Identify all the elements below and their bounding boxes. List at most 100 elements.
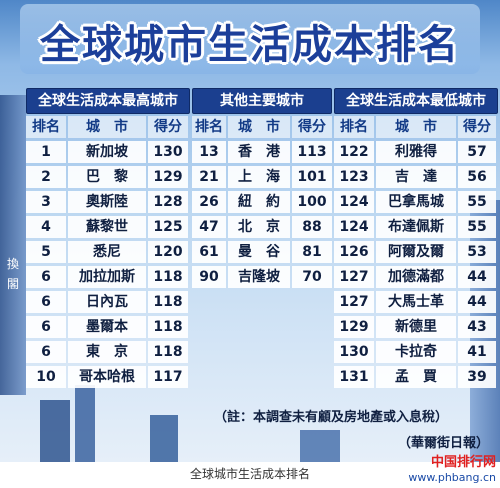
building-graphic (75, 385, 95, 462)
city-cell: 日內瓦 (68, 291, 146, 313)
rank-cell: 6 (26, 266, 66, 288)
score-cell: 118 (148, 316, 188, 338)
rank-cell: 13 (192, 141, 226, 163)
building-graphic (300, 430, 340, 462)
score-cell: 43 (458, 316, 496, 338)
table-row: 6 墨爾本 118 (26, 316, 190, 338)
score-cell: 128 (148, 191, 188, 213)
city-cell: 蘇黎世 (68, 216, 146, 238)
rank-cell: 3 (26, 191, 66, 213)
score-cell: 44 (458, 291, 496, 313)
city-cell: 新德里 (376, 316, 456, 338)
col-city-header: 城 市 (68, 116, 146, 138)
rank-cell: 47 (192, 216, 226, 238)
infographic-poster: 換 閣 全球城市生活成本排名 全球生活成本最高城市 排名 城 市 得分 1 新加坡… (0, 0, 500, 462)
rank-cell: 6 (26, 291, 66, 313)
score-cell: 130 (148, 141, 188, 163)
city-cell: 巴 黎 (68, 166, 146, 188)
column-headers: 排名 城 市 得分 (26, 116, 190, 138)
page-title: 全球城市生活成本排名 (40, 22, 460, 68)
col-rank-header: 排名 (26, 116, 66, 138)
table-row: 124 巴拿馬城 55 (334, 191, 498, 213)
score-cell: 57 (458, 141, 496, 163)
score-cell: 118 (148, 266, 188, 288)
edge-text: 閣 (6, 277, 19, 291)
rank-cell: 129 (334, 316, 374, 338)
score-cell: 100 (292, 191, 332, 213)
city-cell: 布達佩斯 (376, 216, 456, 238)
column-headers: 排名 城 市 得分 (334, 116, 498, 138)
rank-cell: 131 (334, 366, 374, 388)
table-row: 61 曼 谷 81 (192, 241, 332, 263)
score-cell: 39 (458, 366, 496, 388)
city-cell: 墨爾本 (68, 316, 146, 338)
city-cell: 卡拉奇 (376, 341, 456, 363)
rank-cell: 6 (26, 316, 66, 338)
score-cell: 41 (458, 341, 496, 363)
building-graphic (150, 415, 178, 462)
table-heading: 全球生活成本最高城市 (26, 88, 190, 114)
score-cell: 101 (292, 166, 332, 188)
rank-cell: 2 (26, 166, 66, 188)
table-row: 131 孟 買 39 (334, 366, 498, 388)
table-row: 1 新加坡 130 (26, 141, 190, 163)
city-cell: 吉隆坡 (228, 266, 290, 288)
table-row: 6 日內瓦 118 (26, 291, 190, 313)
city-cell: 巴拿馬城 (376, 191, 456, 213)
table-row: 127 加德滿都 44 (334, 266, 498, 288)
city-cell: 加拉加斯 (68, 266, 146, 288)
table-body: 122 利雅得 57 123 吉 達 56 124 巴拿馬城 55 124 布達佩斯 55 12… (334, 141, 498, 388)
table-row: 4 蘇黎世 125 (26, 216, 190, 238)
table-row: 6 加拉加斯 118 (26, 266, 190, 288)
city-cell: 東 京 (68, 341, 146, 363)
score-cell: 55 (458, 216, 496, 238)
footnote: （註：本調查未有顧及房地產或入息稅） (214, 410, 449, 425)
score-cell: 113 (292, 141, 332, 163)
edge-text: 換 (6, 257, 19, 271)
col-city-header: 城 市 (376, 116, 456, 138)
rank-cell: 26 (192, 191, 226, 213)
table-row: 123 吉 達 56 (334, 166, 498, 188)
rank-cell: 124 (334, 191, 374, 213)
table-row: 21 上 海 101 (192, 166, 332, 188)
table-row: 3 奧斯陸 128 (26, 191, 190, 213)
rank-cell: 130 (334, 341, 374, 363)
score-cell: 88 (292, 216, 332, 238)
table-other-cities: 其他主要城市 排名 城 市 得分 13 香 港 113 21 上 海 101 26 紐 約… (192, 88, 332, 288)
city-cell: 新加坡 (68, 141, 146, 163)
score-cell: 125 (148, 216, 188, 238)
title-banner (20, 4, 480, 74)
col-rank-header: 排名 (192, 116, 226, 138)
col-score-header: 得分 (458, 116, 496, 138)
city-cell: 曼 谷 (228, 241, 290, 263)
table-row: 47 北 京 88 (192, 216, 332, 238)
rank-cell: 124 (334, 216, 374, 238)
score-cell: 118 (148, 291, 188, 313)
rank-cell: 10 (26, 366, 66, 388)
rank-cell: 5 (26, 241, 66, 263)
table-heading: 其他主要城市 (192, 88, 332, 114)
col-city-header: 城 市 (228, 116, 290, 138)
score-cell: 55 (458, 191, 496, 213)
city-cell: 孟 買 (376, 366, 456, 388)
table-row: 129 新德里 43 (334, 316, 498, 338)
table-row: 126 阿爾及爾 53 (334, 241, 498, 263)
col-rank-header: 排名 (334, 116, 374, 138)
city-cell: 悉尼 (68, 241, 146, 263)
rank-cell: 123 (334, 166, 374, 188)
table-row: 127 大馬士革 44 (334, 291, 498, 313)
city-cell: 哥本哈根 (68, 366, 146, 388)
city-cell: 紐 約 (228, 191, 290, 213)
city-cell: 北 京 (228, 216, 290, 238)
score-cell: 53 (458, 241, 496, 263)
score-cell: 44 (458, 266, 496, 288)
image-caption: 全球城市生活成本排名 (189, 467, 310, 481)
rank-cell: 21 (192, 166, 226, 188)
watermark: 中国排行网 www.phbang.cn (408, 455, 496, 485)
rank-cell: 1 (26, 141, 66, 163)
table-row: 13 香 港 113 (192, 141, 332, 163)
rank-cell: 4 (26, 216, 66, 238)
